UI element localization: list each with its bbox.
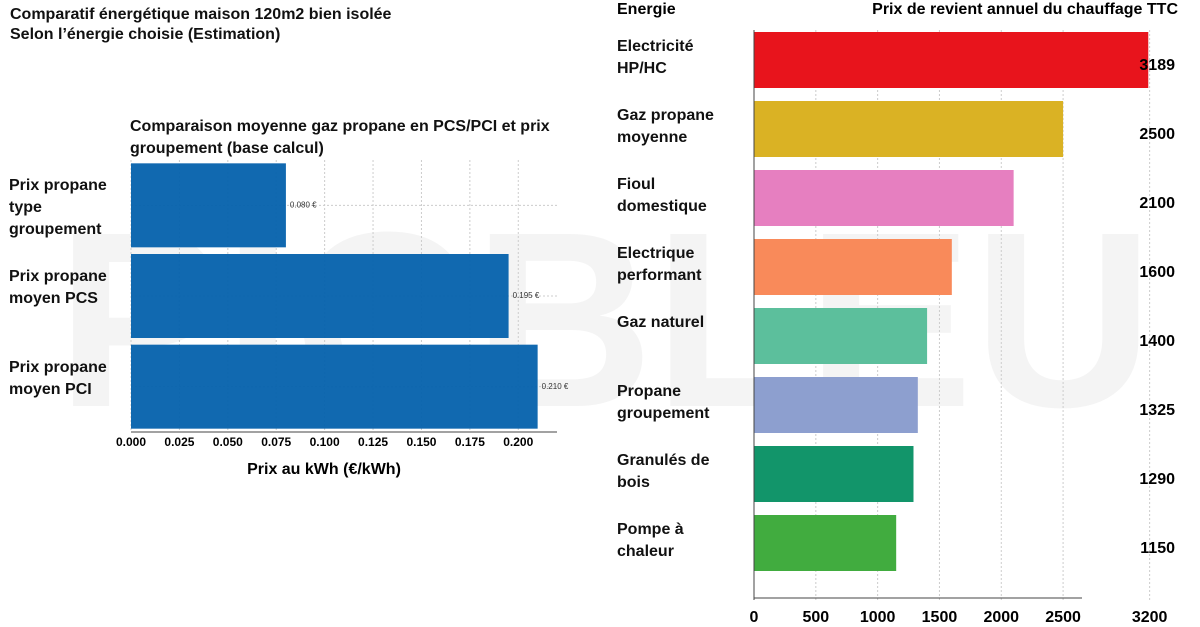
bar xyxy=(754,515,897,571)
value-label: 0.080 € xyxy=(290,200,317,209)
x-tick-label: 0.100 xyxy=(310,435,340,449)
bar xyxy=(754,170,1014,226)
y-tick-label: Electricité HP/HC xyxy=(617,38,694,77)
bar xyxy=(754,308,928,364)
bar xyxy=(131,254,509,338)
y-tick-label: Prix propane moyen PCI xyxy=(9,358,107,398)
x-tick-label: 500 xyxy=(802,609,829,626)
bar xyxy=(754,101,1064,157)
value-label: 2500 xyxy=(1139,126,1175,143)
x-tick-label: 0.000 xyxy=(116,435,146,449)
chart-title: Comparaison moyenne gaz propane en PCS/P… xyxy=(130,118,550,157)
x-tick-label: 0 xyxy=(750,609,759,626)
page-subtitle: Selon l’énergie choisie (Estimation) xyxy=(10,26,281,43)
value-label: 0.195 € xyxy=(513,291,540,300)
bar xyxy=(131,344,538,429)
y-tick-label: Fioul domestique xyxy=(617,176,707,215)
value-label: 1290 xyxy=(1139,471,1175,488)
x-tick-label: 0.075 xyxy=(261,435,291,449)
x-tick-label: 0.050 xyxy=(213,435,243,449)
x-tick-label: 3200 xyxy=(1132,609,1168,626)
value-label: 1150 xyxy=(1140,540,1175,557)
x-tick-label: 0.150 xyxy=(406,435,436,449)
y-tick-label: Gaz propane moyenne xyxy=(617,107,714,146)
value-label: 1600 xyxy=(1139,264,1175,281)
value-label: 2100 xyxy=(1139,195,1175,212)
value-label: 1400 xyxy=(1139,333,1175,350)
y-tick-label: Prix propane type groupement xyxy=(9,177,107,239)
x-tick-label: 1000 xyxy=(860,609,896,626)
y-tick-label: Propane groupement xyxy=(617,383,710,422)
chart-title: Prix de revient annuel du chauffage TTC xyxy=(872,1,1178,18)
x-axis-label: Prix au kWh (€/kWh) xyxy=(247,461,401,478)
y-tick-label: Prix propane moyen PCS xyxy=(9,268,107,307)
value-label: 3189 xyxy=(1139,57,1175,74)
value-label: 0.210 € xyxy=(542,382,569,391)
y-tick-label: Electrique performant xyxy=(617,245,702,284)
x-tick-label: 0.200 xyxy=(503,435,533,449)
x-tick-label: 2500 xyxy=(1045,609,1081,626)
x-tick-label: 0.025 xyxy=(164,435,194,449)
y-tick-label: Granulés de bois xyxy=(617,452,710,491)
x-tick-label: 0.125 xyxy=(358,435,388,449)
bar xyxy=(754,446,914,502)
x-tick-label: 0.175 xyxy=(455,435,485,449)
bar xyxy=(754,32,1149,88)
y-tick-label: Pompe à chaleur xyxy=(617,521,684,560)
x-tick-label: 1500 xyxy=(922,609,958,626)
x-tick-label: 2000 xyxy=(983,609,1019,626)
category-header: Energie xyxy=(617,1,676,18)
bar xyxy=(754,239,952,295)
page-title: Comparatif énergétique maison 120m2 bien… xyxy=(10,6,392,23)
bar xyxy=(754,377,918,433)
bar xyxy=(131,163,286,248)
value-label: 1325 xyxy=(1139,402,1175,419)
y-tick-label: Gaz naturel xyxy=(617,314,705,331)
